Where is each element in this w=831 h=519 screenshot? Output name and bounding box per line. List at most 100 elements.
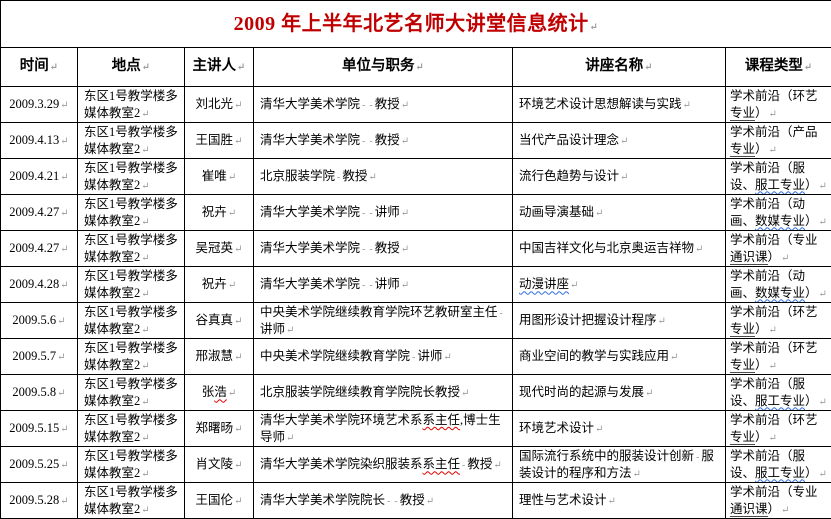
table-row: 2009.5.28↵东区1号教学楼多媒体教室2↵王国伦↵清华大学美术学院院长‐‐… [1, 483, 831, 519]
cell-end-mark: ↵ [140, 505, 149, 516]
underlined-text: 专业 [730, 142, 755, 157]
cell-lecture: 环境艺术设计思想解读与实践↵ [513, 87, 726, 123]
cell-end-mark: ↵ [460, 388, 469, 399]
cell-end-mark: ↵ [768, 433, 777, 444]
cell-end-mark: ↵ [415, 62, 424, 73]
cell-end-mark: ↵ [59, 244, 68, 255]
cell-end-mark: ↵ [140, 433, 149, 444]
spellcheck-wavy-blue: 服工专业 [755, 394, 805, 408]
table-row: 2009.4.28↵东区1号教学楼多媒体教室2↵祝卉↵清华大学美术学院‐‐讲师↵… [1, 267, 831, 303]
underlined-text: 专业 [730, 322, 755, 337]
cell-speaker: 祝卉↵ [185, 267, 254, 303]
space-formatting-mark: ‐ [500, 308, 503, 319]
cell-unit: 中央美术学院继续教育学院‐讲师↵ [254, 339, 513, 375]
cell-end-mark: ↵ [643, 62, 652, 73]
cell-end-mark: ↵ [768, 109, 777, 120]
cell-end-mark: ↵ [233, 352, 242, 363]
column-header-label: 时间 [20, 58, 49, 74]
cell-end-mark: ↵ [233, 424, 242, 435]
cell-speaker: 崔唯↵ [185, 159, 254, 195]
cell-end-mark: ↵ [285, 433, 294, 444]
cell-date: 2009.4.27↵ [1, 195, 78, 231]
underlined-text: 专业 [730, 358, 755, 373]
space-formatting-mark: ‐ [362, 244, 365, 255]
cell-end-mark: ↵ [657, 316, 666, 327]
cell-end-mark: ↵ [49, 62, 58, 73]
cell-lecture: 动漫讲座↵ [513, 267, 726, 303]
cell-unit: 清华大学美术学院‐‐讲师↵ [254, 195, 513, 231]
cell-end-mark: ↵ [59, 100, 68, 111]
cell-end-mark: ↵ [227, 172, 236, 183]
cell-unit: 清华大学美术学院院长‐‐教授↵ [254, 483, 513, 519]
cell-date: 2009.4.28↵ [1, 267, 78, 303]
cell-end-mark: ↵ [818, 217, 827, 228]
column-header-label: 讲座名称 [585, 58, 643, 74]
table-row: 2009.5.8↵东区1号教学楼多媒体教室2↵张浩↵北京服装学院继续教育学院院长… [1, 375, 831, 411]
cell-course: 学术前沿（动画、数媒专业）↵ [726, 267, 831, 303]
cell-lecture: 理性与艺术设计↵ [513, 483, 726, 519]
cell-location: 东区1号教学楼多媒体教室2↵ [78, 447, 185, 483]
column-header-speaker: 主讲人↵ [185, 48, 254, 87]
cell-speaker: 肖文陵↵ [185, 447, 254, 483]
table-row: 2009.4.13↵东区1号教学楼多媒体教室2↵王国胜↵清华大学美术学院‐‐教授… [1, 123, 831, 159]
cell-end-mark: ↵ [140, 109, 149, 120]
cell-date: 2009.4.21↵ [1, 159, 78, 195]
cell-course: 学术前沿（环艺专业）↵ [726, 339, 831, 375]
underlined-text: 专业 [730, 430, 755, 445]
table-row: 2009.3.29↵东区1号教学楼多媒体教室2↵刘北光↵清华大学美术学院‐‐教授… [1, 87, 831, 123]
space-formatting-mark: ‐ [369, 208, 372, 219]
cell-end-mark: ↵ [140, 145, 149, 156]
spellcheck-wavy-red: 浩 [214, 385, 227, 399]
cell-lecture: 流行色趋势与设计↵ [513, 159, 726, 195]
space-formatting-mark: ‐ [369, 244, 372, 255]
cell-unit: 清华大学美术学院环境艺术系系主任,博士生导师↵ [254, 411, 513, 447]
cell-end-mark: ↵ [227, 280, 236, 291]
cell-speaker: 郑曙旸↵ [185, 411, 254, 447]
cell-end-mark: ↵ [233, 100, 242, 111]
cell-end-mark: ↵ [594, 424, 603, 435]
spellcheck-wavy-blue: 服工专业 [755, 466, 805, 480]
cell-course: 学术前沿（服设、服工专业）↵ [726, 447, 831, 483]
cell-date: 2009.5.8↵ [1, 375, 78, 411]
cell-date: 2009.5.7↵ [1, 339, 78, 375]
paragraph-end-mark: ↵ [589, 22, 599, 33]
cell-end-mark: ↵ [233, 460, 242, 471]
cell-end-mark: ↵ [669, 352, 678, 363]
cell-end-mark: ↵ [694, 244, 703, 255]
cell-unit: 清华大学美术学院‐‐教授↵ [254, 87, 513, 123]
cell-end-mark: ↵ [140, 469, 149, 480]
cell-end-mark: ↵ [227, 208, 236, 219]
space-formatting-mark: ‐ [362, 136, 365, 147]
cell-end-mark: ↵ [400, 100, 409, 111]
cell-end-mark: ↵ [56, 388, 65, 399]
cell-unit: 清华大学美术学院‐‐教授↵ [254, 231, 513, 267]
cell-end-mark: ↵ [818, 181, 827, 192]
cell-end-mark: ↵ [492, 460, 501, 471]
cell-end-mark: ↵ [632, 469, 641, 480]
cell-unit: 清华大学美术学院‐‐讲师↵ [254, 267, 513, 303]
cell-end-mark: ↵ [233, 136, 242, 147]
cell-end-mark: ↵ [140, 181, 149, 192]
cell-lecture: 动画导演基础↵ [513, 195, 726, 231]
space-formatting-mark: ‐ [369, 280, 372, 291]
space-formatting-mark: ‐ [362, 280, 365, 291]
cell-course: 学术前沿（环艺专业）↵ [726, 303, 831, 339]
cell-end-mark: ↵ [768, 361, 777, 372]
cell-location: 东区1号教学楼多媒体教室2↵ [78, 375, 185, 411]
cell-end-mark: ↵ [59, 280, 68, 291]
cell-location: 东区1号教学楼多媒体教室2↵ [78, 195, 185, 231]
cell-end-mark: ↵ [56, 352, 65, 363]
spellcheck-wavy-blue: 动漫讲座 [519, 277, 569, 291]
cell-end-mark: ↵ [818, 289, 827, 300]
cell-end-mark: ↵ [140, 217, 149, 228]
cell-date: 2009.5.28↵ [1, 483, 78, 519]
cell-end-mark: ↵ [56, 316, 65, 327]
cell-location: 东区1号教学楼多媒体教室2↵ [78, 303, 185, 339]
cell-end-mark: ↵ [619, 136, 628, 147]
cell-end-mark: ↵ [233, 244, 242, 255]
space-formatting-mark: ‐ [369, 136, 372, 147]
cell-end-mark: ↵ [682, 100, 691, 111]
column-header-label: 主讲人 [193, 58, 237, 74]
cell-date: 2009.3.29↵ [1, 87, 78, 123]
column-header-lecture-name: 讲座名称↵ [513, 48, 726, 87]
